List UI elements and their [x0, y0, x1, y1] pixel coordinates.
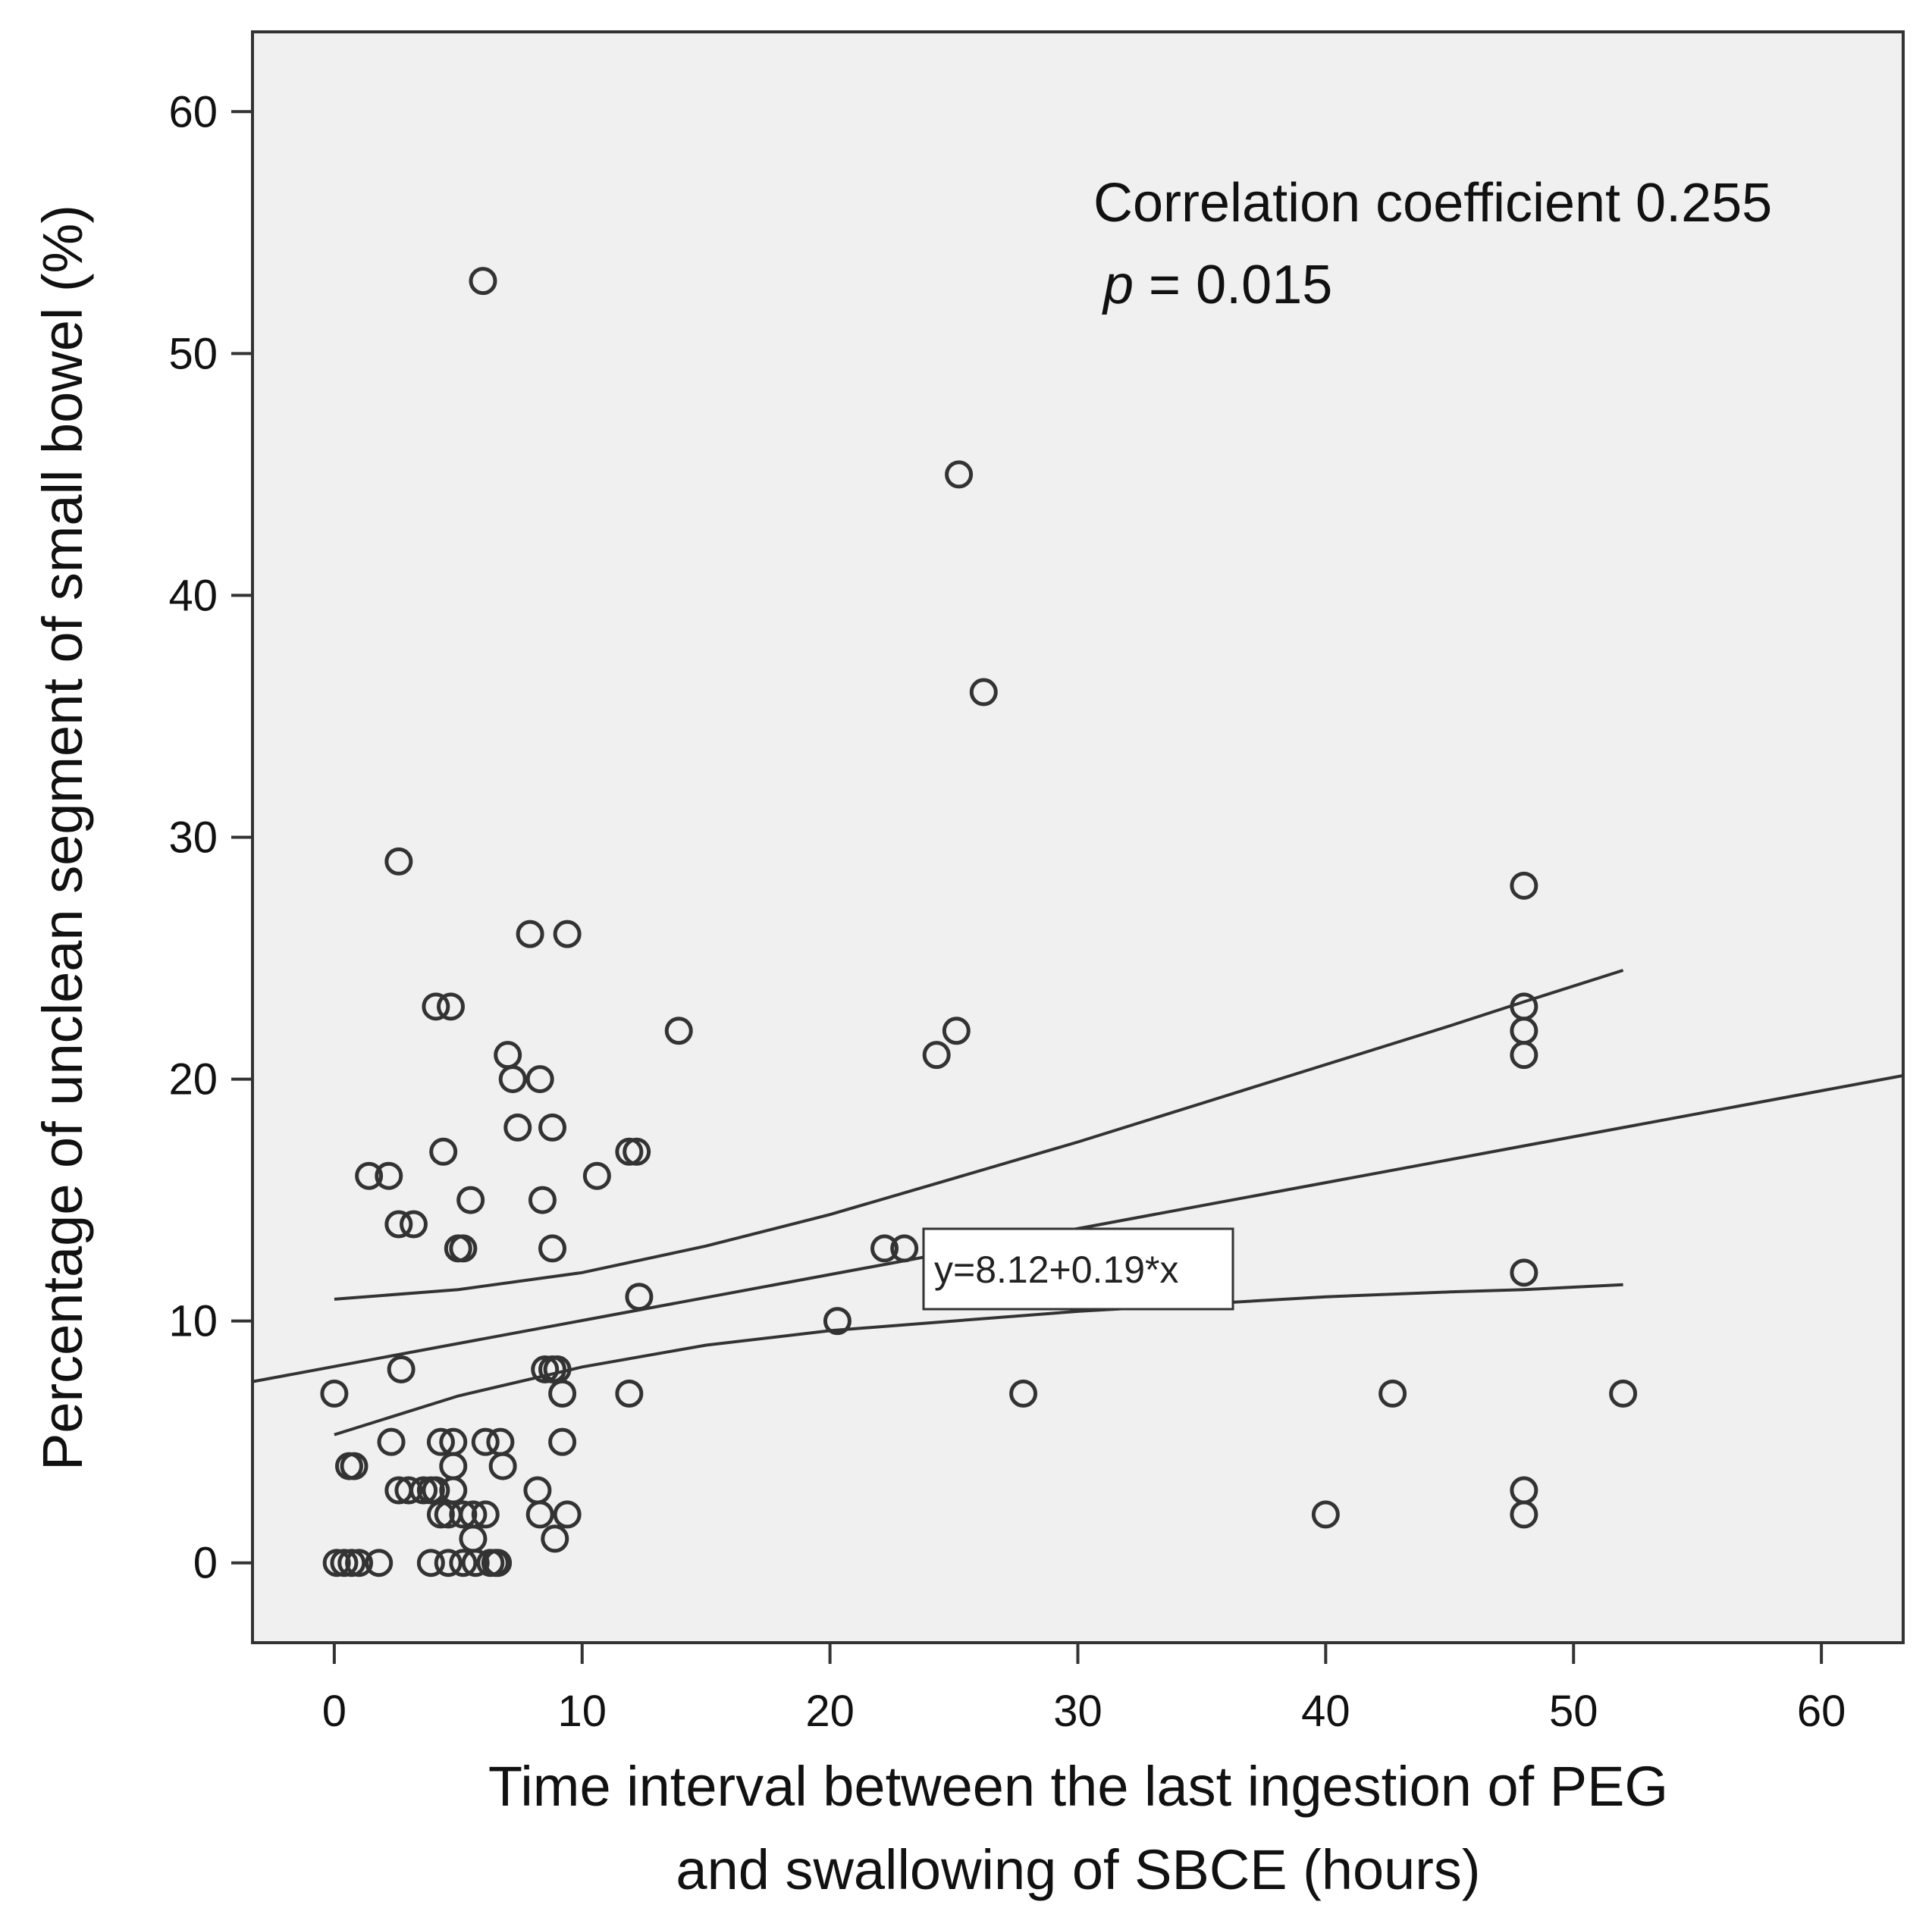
data-point	[582, 1161, 611, 1190]
data-point	[449, 1549, 478, 1577]
y-axis-ticks: 0 10 20 30 40 50 60	[168, 87, 252, 1588]
data-point	[322, 1549, 351, 1577]
y-tick-label: 10	[168, 1297, 218, 1346]
data-point	[1009, 1379, 1038, 1408]
correlation-annotation: Correlation coefficient 0.255	[1093, 173, 1772, 233]
data-point	[426, 1500, 455, 1529]
y-tick-label: 50	[168, 329, 218, 378]
data-point	[498, 1065, 527, 1094]
data-point	[1378, 1379, 1407, 1408]
data-points	[320, 267, 1638, 1577]
y-axis-title: Percentage of unclean segment of small b…	[31, 205, 94, 1471]
data-point	[337, 1549, 366, 1577]
data-point	[664, 1017, 693, 1045]
data-point	[1510, 1258, 1538, 1287]
data-point	[1609, 1379, 1638, 1408]
data-point	[449, 1500, 478, 1529]
data-point	[426, 1427, 455, 1456]
x-tick-label: 50	[1549, 1687, 1598, 1736]
y-tick-label: 60	[168, 87, 218, 136]
data-point	[429, 1137, 458, 1166]
data-point	[330, 1549, 359, 1577]
x-tick-label: 0	[322, 1687, 347, 1736]
data-point	[615, 1379, 644, 1408]
data-point	[437, 992, 466, 1021]
regression-equation-box: y=8.12+0.19*x	[922, 1227, 1234, 1311]
data-point	[394, 1476, 423, 1505]
data-point	[1510, 1041, 1538, 1070]
x-tick-label: 40	[1301, 1687, 1350, 1736]
data-point	[823, 1307, 852, 1336]
data-point	[355, 1161, 384, 1190]
data-point	[890, 1234, 919, 1263]
data-point	[384, 847, 413, 876]
data-point	[615, 1137, 644, 1166]
x-tick-label: 60	[1797, 1687, 1846, 1736]
data-point	[525, 1065, 554, 1094]
x-tick-label: 30	[1053, 1687, 1102, 1736]
data-point	[969, 678, 998, 706]
p-symbol: p	[1102, 255, 1134, 315]
data-point	[538, 1113, 567, 1142]
data-point	[377, 1427, 406, 1456]
data-point	[456, 1186, 485, 1214]
data-point	[449, 1234, 478, 1263]
data-point	[922, 1041, 951, 1070]
data-point	[399, 1210, 428, 1239]
data-point	[384, 1210, 413, 1239]
data-point	[320, 1379, 349, 1408]
data-point	[409, 1476, 438, 1505]
x-tick-label: 20	[805, 1687, 855, 1736]
y-tick-label: 0	[193, 1539, 218, 1588]
y-tick-label: 20	[168, 1055, 218, 1104]
x-axis-title-line1: Time interval between the last ingestion…	[488, 1755, 1668, 1818]
data-point	[525, 1500, 554, 1529]
data-point	[516, 920, 544, 948]
data-point	[503, 1113, 532, 1142]
data-point	[416, 1549, 445, 1577]
p-value-text: = 0.015	[1134, 255, 1332, 315]
data-point	[365, 1549, 394, 1577]
plot-background	[251, 30, 1905, 1644]
data-point	[1311, 1500, 1340, 1529]
x-axis-ticks: 0 10 20 30 40 50 60	[322, 1643, 1846, 1736]
data-point	[942, 1017, 971, 1045]
data-point	[1510, 1500, 1538, 1529]
data-point	[422, 992, 450, 1021]
data-point	[553, 1500, 582, 1529]
data-point	[553, 920, 582, 948]
data-point	[471, 1500, 500, 1529]
x-axis-title-line2: and swallowing of SBCE (hours)	[676, 1838, 1480, 1901]
data-point	[488, 1452, 517, 1480]
data-point	[548, 1427, 577, 1456]
data-point	[345, 1549, 374, 1577]
data-point	[870, 1234, 899, 1263]
data-point	[625, 1283, 654, 1311]
equation-box	[922, 1227, 1234, 1311]
confidence-band-upper	[334, 969, 1624, 1301]
p-value-annotation: p = 0.015	[1102, 255, 1332, 315]
data-point	[340, 1452, 369, 1480]
confidence-band-lower	[334, 1283, 1623, 1436]
data-point	[469, 267, 497, 296]
data-point	[461, 1549, 490, 1577]
data-point	[375, 1161, 403, 1190]
y-tick-label: 40	[168, 571, 218, 620]
regression-equation: y=8.12+0.19*x	[934, 1249, 1179, 1291]
data-point	[548, 1379, 577, 1408]
data-point	[484, 1549, 513, 1577]
data-point	[945, 460, 974, 489]
data-point	[531, 1355, 560, 1383]
data-point	[387, 1355, 416, 1383]
y-tick-label: 30	[168, 813, 218, 863]
data-point	[528, 1186, 557, 1214]
x-tick-label: 10	[557, 1687, 607, 1736]
data-point	[1510, 871, 1538, 900]
data-point	[538, 1234, 567, 1263]
data-point	[471, 1427, 500, 1456]
data-point	[434, 1549, 463, 1577]
data-point	[541, 1524, 569, 1553]
data-point	[623, 1137, 651, 1166]
